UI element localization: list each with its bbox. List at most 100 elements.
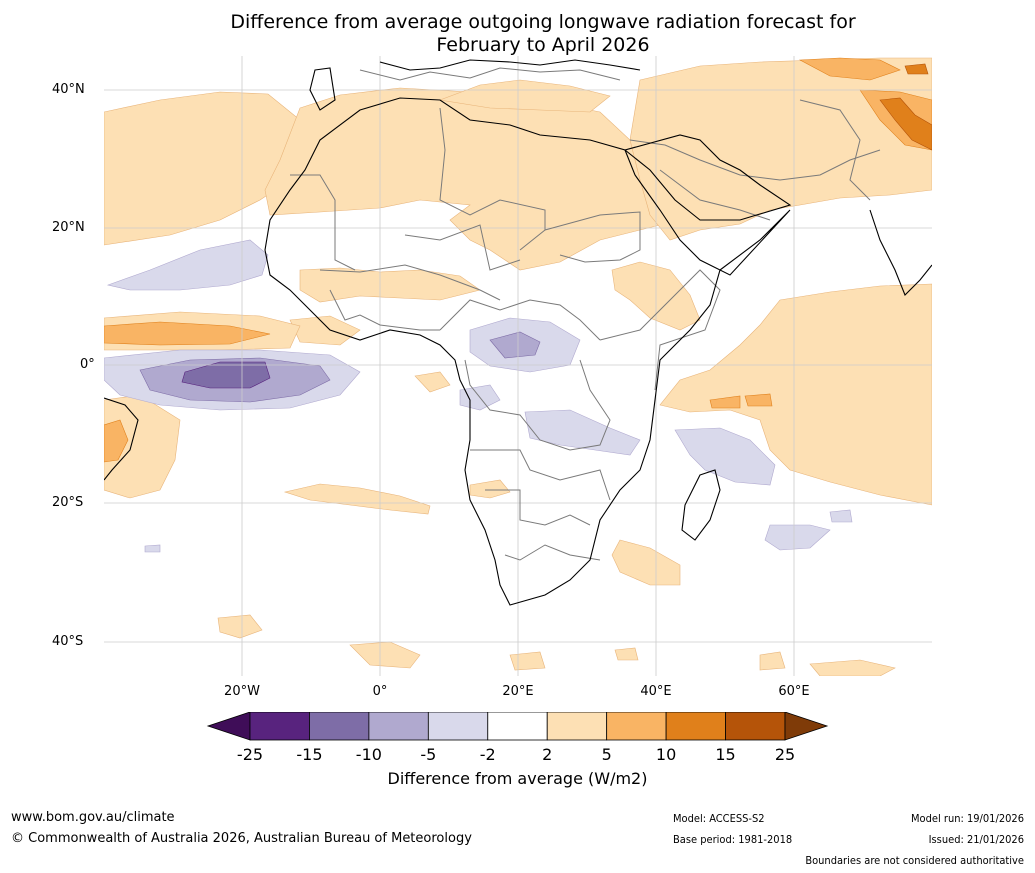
s-atlantic-negative (144, 544, 161, 553)
lat-label-40n: 40°N (52, 82, 85, 97)
colorbar-swatch (487, 712, 548, 741)
colorbar-tick-label: -5 (420, 745, 437, 764)
colorbar-tick-label: 2 (542, 745, 553, 764)
colorbar-swatch (368, 712, 429, 741)
anomaly-light-orange (104, 57, 932, 676)
footer-model: Model: ACCESS-S2 (673, 812, 765, 825)
madagascar-sea-negative (674, 427, 776, 486)
lon-label-40e: 40°E (640, 684, 672, 699)
lon-label-0: 0° (372, 684, 388, 699)
s-ocean-positive-4 (759, 651, 786, 671)
footer-issued: Issued: 21/01/2026 (928, 833, 1024, 846)
colorbar-swatch (249, 712, 310, 741)
footer-base-period: Base period: 1981-2018 (673, 833, 793, 846)
sahara-positive (264, 87, 681, 271)
colorbar-swatches (206, 712, 829, 741)
border-namibia-botswana (485, 489, 591, 526)
colorbar-tick-label: -2 (479, 745, 496, 764)
colorbar-swatch (546, 712, 608, 741)
colorbar-tick-label: 25 (774, 745, 796, 764)
colorbar-swatch (427, 712, 489, 741)
footer-copyright: © Commonwealth of Australia 2026, Austra… (11, 831, 472, 846)
colorbar-tick-label: 5 (601, 745, 612, 764)
coastlines (104, 59, 932, 606)
colorbar-title: Difference from average (W/m2) (387, 769, 648, 788)
map-title-line2: February to April 2026 (436, 34, 650, 56)
himalaya-dark (879, 97, 932, 151)
indian-ocean-positive (659, 283, 932, 506)
border-europe (359, 67, 621, 81)
s-indian-negative-2 (829, 509, 853, 523)
colorbar-tick-label: 10 (655, 745, 677, 764)
footer-disclaimer: Boundaries are not considered authoritat… (805, 854, 1024, 867)
footer-website[interactable]: www.bom.gov.au/climate (11, 810, 175, 825)
ghana-positive (289, 315, 361, 346)
colorbar-arrow-high (784, 712, 829, 741)
med-europe-positive (438, 79, 611, 113)
colorbar-swatch (606, 712, 667, 741)
border-iran (799, 99, 871, 201)
border-central (439, 299, 601, 341)
equatorial-atlantic-dark (181, 361, 271, 389)
footer-model-run: Model run: 19/01/2026 (911, 812, 1024, 825)
coast-madagascar (681, 469, 721, 541)
atlantic-band-mid (104, 321, 271, 346)
w-africa-positive (299, 267, 481, 303)
coast-arabia (623, 134, 792, 221)
s-ocean-positive-5 (809, 659, 896, 676)
west-africa-negative (106, 239, 269, 291)
colorbar-tick-label: 15 (715, 745, 736, 764)
indian-ocean-mid-2 (744, 393, 773, 407)
coast-south-america (104, 397, 139, 481)
congo-mid (489, 331, 541, 359)
hindukush-dark (904, 63, 929, 75)
lat-label-20n: 20°N (52, 220, 85, 235)
border-south-africa (504, 544, 601, 561)
colorbar-tick-label: -10 (355, 745, 382, 764)
graticule (104, 56, 932, 676)
border-mali-mauritania (290, 174, 356, 271)
lon-label-20e: 20°E (502, 684, 534, 699)
border-algeria-libya (439, 107, 546, 251)
lake-region-positive (414, 371, 451, 393)
colorbar-arrow-low (206, 712, 251, 741)
border-sudan (544, 211, 641, 263)
anomaly-dark-orange (879, 63, 932, 151)
lon-label-20w: 20°W (224, 684, 260, 699)
iran-mid (798, 57, 901, 81)
coast-europe (309, 59, 641, 111)
border-coastal-west (329, 289, 440, 331)
border-middle-east (629, 139, 881, 181)
s-africa-positive (469, 479, 511, 499)
angola-coast-mid (104, 419, 129, 463)
lon-label-60e: 60°E (778, 684, 810, 699)
s-ocean-positive-1 (217, 614, 263, 639)
colorbar-tick-label: -25 (236, 745, 264, 764)
border-sahel (319, 264, 501, 301)
border-angola-zambia (470, 449, 611, 501)
lat-label-20s: 20°S (52, 495, 84, 510)
mozambique-channel-positive (611, 539, 681, 586)
lat-label-0: 0° (80, 357, 95, 372)
colorbar-swatch (725, 712, 786, 741)
lat-label-40s: 40°S (52, 634, 84, 649)
colorbar (206, 712, 829, 741)
anomaly-dark-purple (181, 361, 271, 389)
coast-africa (264, 97, 791, 606)
s-ocean-positive-6 (614, 647, 639, 661)
s-ocean-positive-3 (509, 651, 546, 671)
coast-india (869, 209, 932, 296)
colorbar-swatch (665, 712, 726, 741)
colorbar-swatch (309, 712, 370, 741)
map-area (104, 56, 932, 676)
namibia-coast-positive (283, 483, 431, 515)
colorbar-tick-label: -15 (296, 745, 323, 764)
border-niger-chad (404, 224, 521, 271)
s-ocean-positive-2 (349, 641, 421, 669)
indian-ocean-mid-1 (709, 395, 741, 409)
map-title-line1: Difference from average outgoing longwav… (230, 11, 856, 33)
south-indian-negative (764, 524, 831, 551)
border-drc (464, 359, 611, 451)
border-east (599, 269, 721, 391)
